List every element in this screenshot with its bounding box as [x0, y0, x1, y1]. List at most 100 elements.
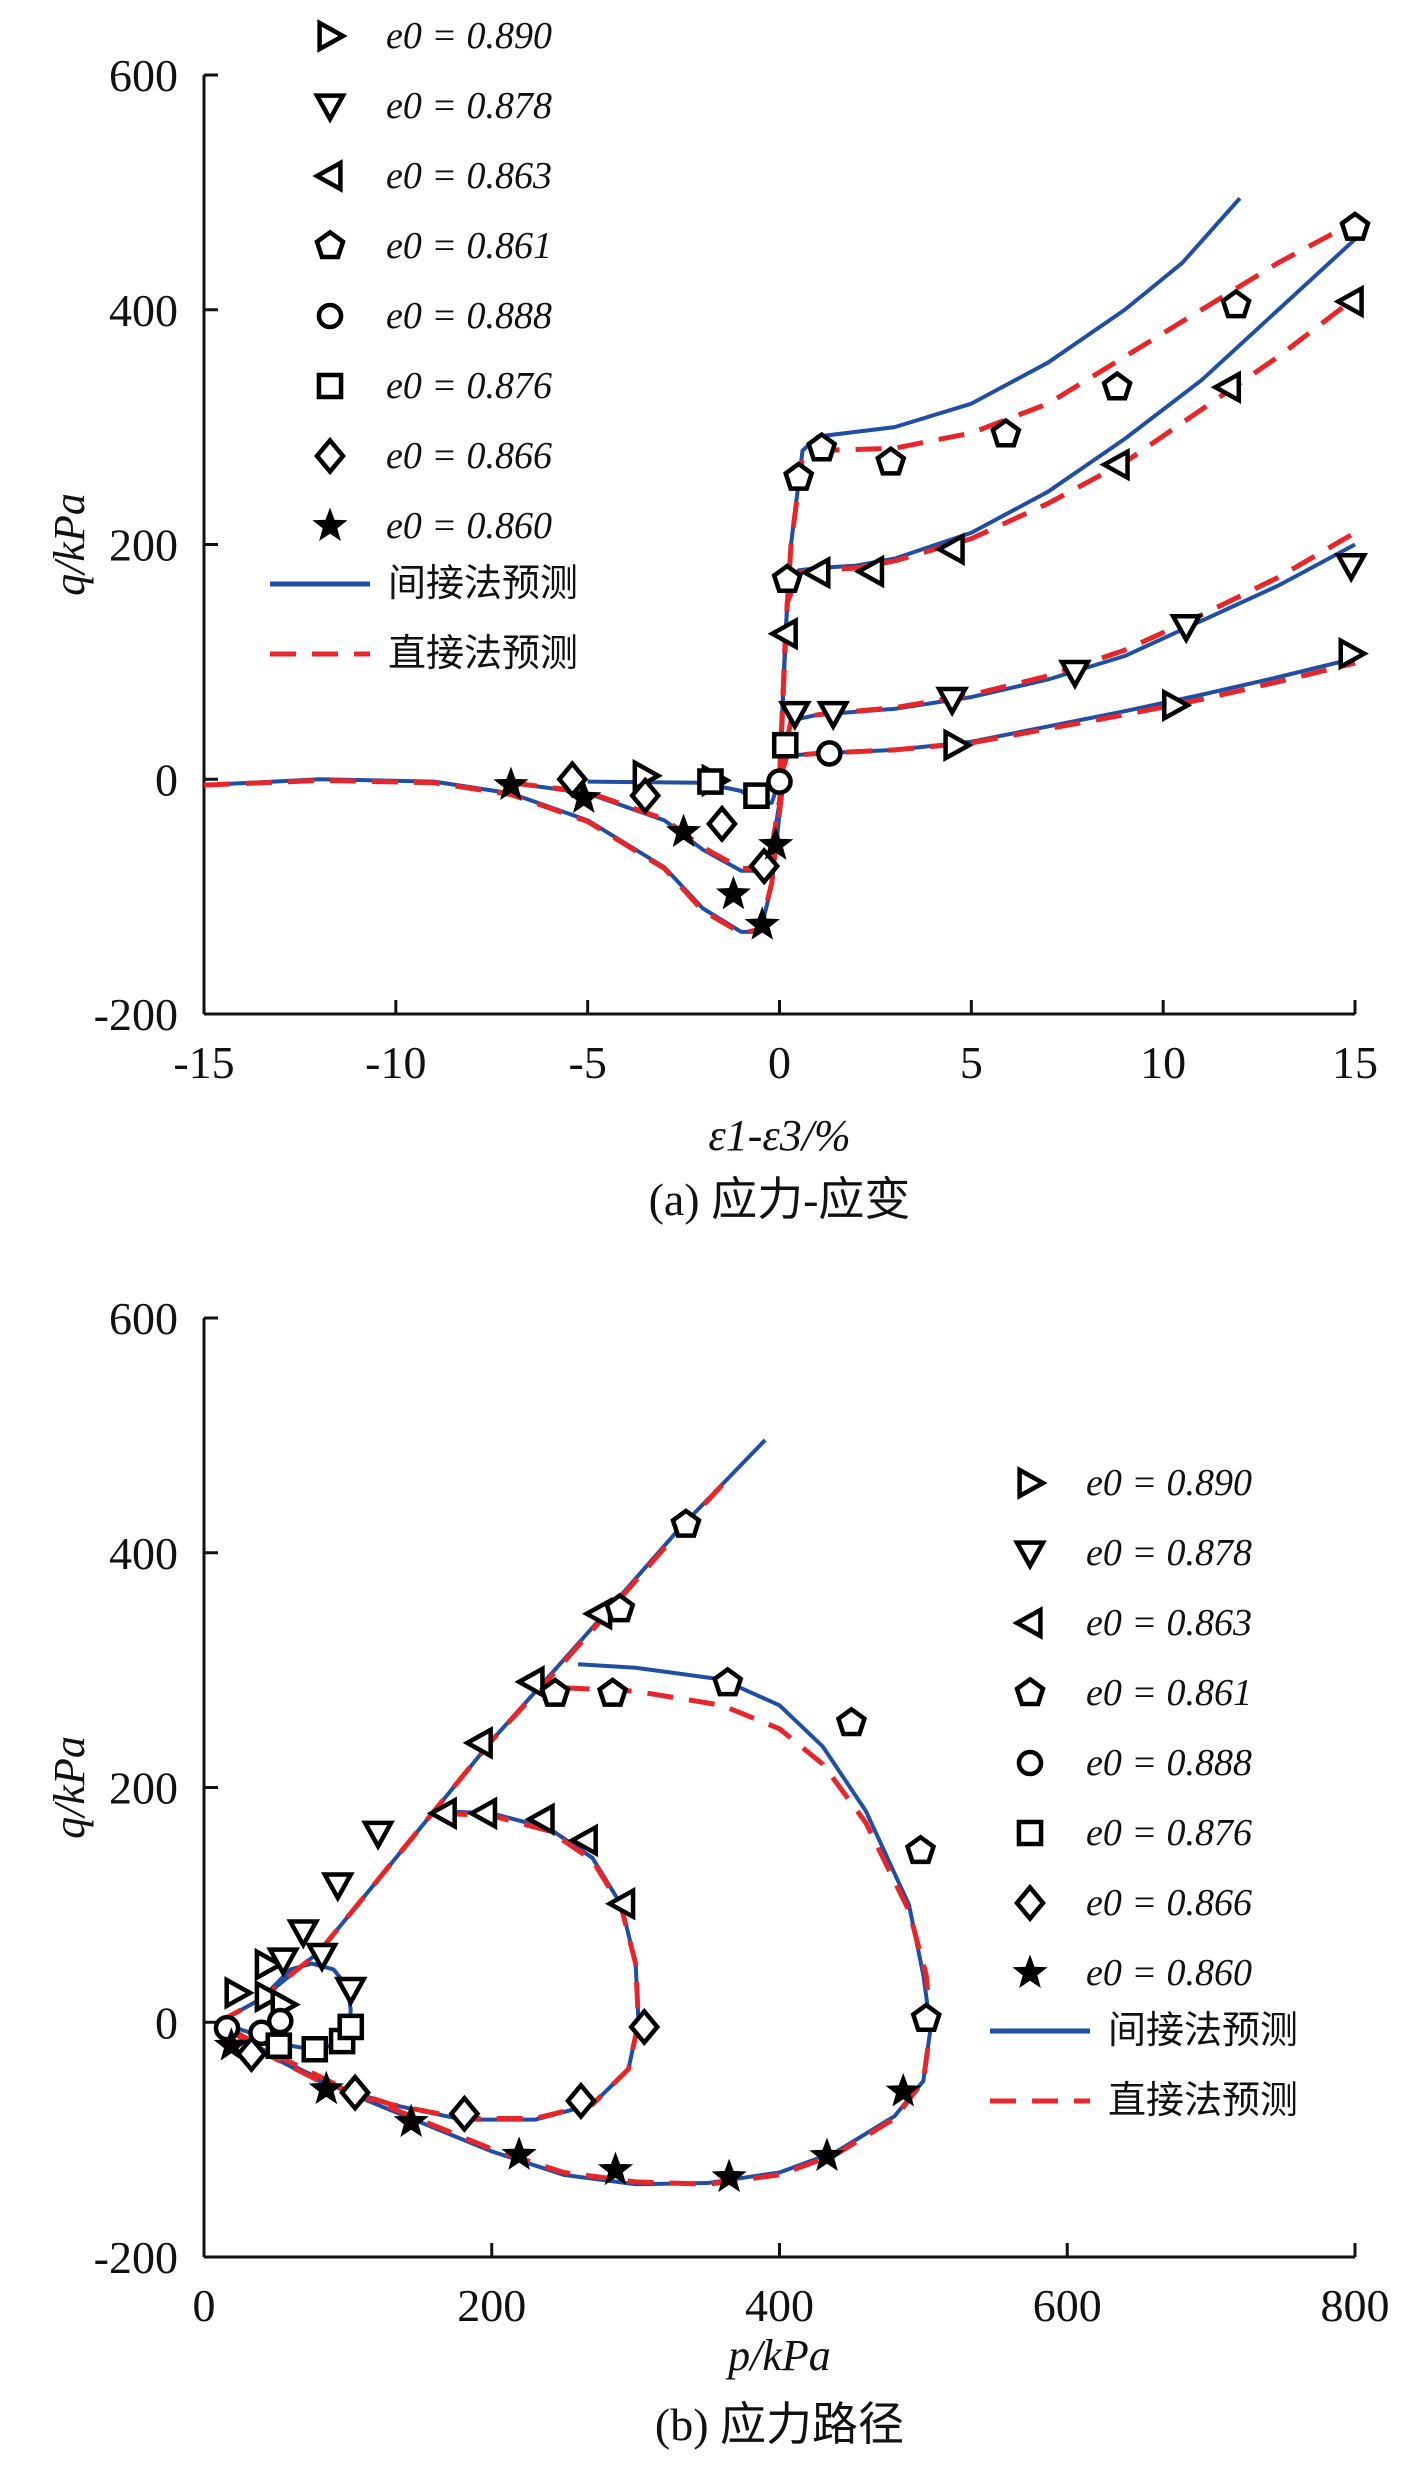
direct-prediction-line — [777, 219, 1357, 780]
data-point-star — [213, 2027, 249, 2061]
data-point-triangle-left — [767, 616, 798, 651]
x-tick-label: 10 — [1140, 1037, 1186, 1088]
data-point-triangle-down — [778, 700, 812, 732]
stress-strain-chart: -200 0 200 400 600 -15 -10 -5 0 5 10 15 ε1-ε3/% q/kPa… — [45, 15, 1378, 1225]
data-point-star — [597, 2151, 634, 2186]
data-point-triangle-left — [524, 1802, 555, 1837]
data-point-triangle-right — [254, 1947, 285, 1982]
legend-marker-triangle-down — [313, 93, 347, 124]
indirect-prediction-line — [777, 656, 1356, 780]
indirect-prediction-line — [777, 196, 1242, 780]
data-point-triangle-left — [934, 532, 965, 567]
data-point-triangle-left — [567, 1823, 598, 1858]
y-tick-label: 400 — [109, 285, 178, 336]
data-point-pentagon — [596, 1677, 629, 1707]
y-axis-label: q/kPa — [45, 493, 94, 596]
data-point-pentagon — [835, 1706, 868, 1737]
data-point-triangle-down — [935, 686, 969, 718]
data-point-pentagon — [771, 563, 803, 594]
data-point-circle — [266, 2007, 294, 2035]
y-tick-label: 200 — [109, 520, 178, 571]
direct-prediction-line — [777, 530, 1357, 780]
x-tick-label: 200 — [457, 2280, 526, 2331]
data-point-pentagon — [806, 431, 838, 462]
data-point-square — [301, 2035, 329, 2063]
data-point-circle — [816, 740, 843, 767]
legend-label: e0 = 0.890 — [386, 15, 552, 57]
data-point-star — [501, 2136, 537, 2170]
indirect-prediction-line — [203, 777, 786, 934]
data-point-pentagon — [990, 417, 1022, 448]
data-point-triangle-down — [305, 1942, 339, 1973]
legend-label: e0 = 0.888 — [386, 295, 552, 337]
data-point-diamond — [706, 804, 738, 843]
data-point-square — [771, 731, 799, 759]
data-point-triangle-left — [514, 1665, 545, 1699]
y-tick-label: 0 — [155, 754, 178, 805]
data-point-pentagon — [904, 1834, 937, 1865]
x-tick-label: 0 — [193, 2280, 216, 2331]
y-tick-label: 400 — [109, 1528, 178, 1579]
legend-label: e0 = 0.876 — [386, 365, 552, 407]
data-point-triangle-left — [605, 1886, 636, 1921]
legend-label: e0 = 0.878 — [1086, 1532, 1252, 1574]
data-point-star — [744, 906, 780, 940]
data-point-triangle-left — [800, 555, 831, 590]
data-point-triangle-down — [1169, 614, 1204, 645]
legend-marker-diamond — [314, 436, 346, 476]
legend-marker-star — [1012, 1954, 1048, 1988]
x-tick-label: -5 — [569, 1037, 607, 1088]
legend-label: e0 = 0.863 — [386, 155, 552, 197]
data-point-star — [666, 813, 702, 848]
y-tick-label: 600 — [109, 50, 178, 101]
legend-label-direct: 直接法预测 — [388, 633, 578, 675]
data-point-star — [711, 2158, 747, 2193]
y-tick-label: -200 — [94, 2232, 178, 2283]
data-point-pentagon — [1339, 211, 1371, 241]
legend-marker-triangle-left — [1012, 1606, 1043, 1640]
direct-prediction-line — [217, 1480, 727, 2025]
y-tick-label: -200 — [94, 989, 178, 1040]
x-tick-label: 0 — [768, 1037, 791, 1088]
data-point-triangle-right — [943, 728, 974, 763]
data-point-circle — [766, 768, 793, 795]
legend-marker-square — [1016, 1819, 1044, 1847]
x-tick-label: 5 — [960, 1037, 983, 1088]
data-point-triangle-left — [466, 1796, 498, 1831]
data-point-pentagon — [875, 445, 907, 476]
data-point-diamond — [339, 2073, 371, 2112]
x-tick-label: 800 — [1321, 2280, 1390, 2331]
data-point-triangle-right — [224, 1976, 255, 2010]
x-axis-label: ε1-ε3/% — [708, 1111, 850, 1160]
indirect-prediction-line — [777, 542, 1356, 780]
data-point-square — [265, 2032, 293, 2060]
data-point-pentagon — [910, 2002, 942, 2033]
data-point-diamond — [629, 776, 662, 815]
indirect-prediction-line — [777, 237, 1357, 780]
legend-marker-triangle-right — [1017, 1466, 1048, 1500]
data-point-triangle-right — [254, 1979, 285, 2014]
data-point-triangle-down — [266, 1947, 300, 1978]
data-point-triangle-left — [853, 554, 885, 589]
data-point-triangle-down — [333, 1976, 368, 2008]
legend-marker-circle — [1016, 1749, 1044, 1777]
data-point-triangle-left — [1099, 447, 1130, 482]
legend-label-indirect: 间接法预测 — [1108, 2010, 1298, 2052]
y-tick-label: 200 — [109, 1763, 178, 1814]
legend-label: e0 = 0.861 — [1086, 1672, 1252, 1714]
data-point-triangle-left — [1210, 370, 1242, 405]
data-point-triangle-down — [1334, 552, 1368, 584]
legend-marker-pentagon — [314, 229, 346, 260]
data-point-pentagon — [1220, 288, 1252, 319]
data-point-star — [308, 2070, 344, 2105]
y-tick-label: 0 — [155, 1997, 178, 2048]
legend-label: e0 = 0.876 — [1086, 1812, 1252, 1854]
data-point-triangle-left — [1333, 284, 1364, 319]
x-tick-label: -10 — [365, 1037, 426, 1088]
x-tick-label: -15 — [173, 1037, 234, 1088]
data-point-circle — [213, 2014, 241, 2042]
data-point-star — [809, 2137, 845, 2172]
y-axis-label: q/kPa — [45, 1736, 94, 1839]
legend-label: e0 = 0.860 — [386, 505, 552, 547]
